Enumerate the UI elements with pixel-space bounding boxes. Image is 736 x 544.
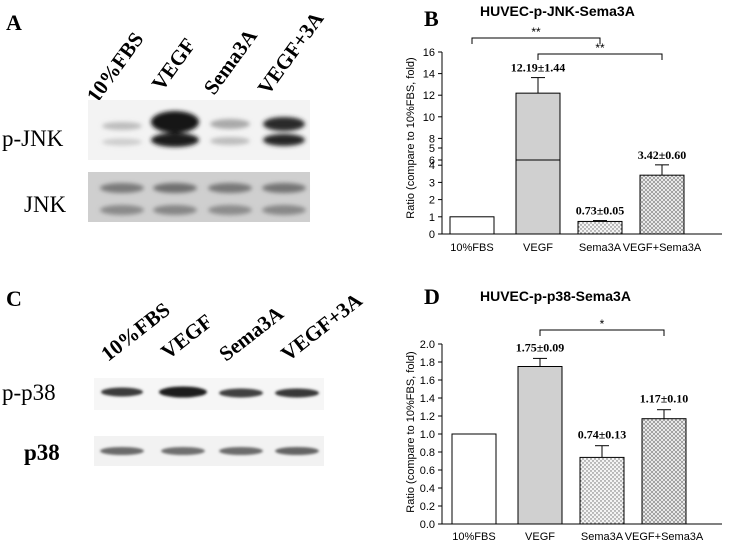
- y-tick-label: 0.6: [420, 465, 435, 477]
- panel-letter-d: D: [424, 284, 440, 309]
- data-label: 3.42±0.60: [638, 148, 687, 162]
- significance-label: **: [531, 25, 541, 39]
- y-tick-label: 1.8: [420, 357, 435, 369]
- bar: [579, 456, 625, 525]
- y-axis-label: Ratio (compare to 10%FBS, fold): [405, 351, 417, 512]
- chart-title: HUVEC-p-p38-Sema3A: [480, 288, 631, 304]
- lane-label-vegf-3a: VEGF+3A: [253, 7, 329, 99]
- y-axis-label: Ratio (compare to 10%FBS, fold): [405, 57, 417, 218]
- lane-label-vegf: VEGF: [147, 34, 201, 95]
- bar: [451, 433, 497, 525]
- y-tick-label: 12: [423, 90, 435, 102]
- data-label: 0.73±0.05: [576, 204, 625, 218]
- y-tick-label: 1.4: [420, 393, 435, 405]
- bar: [641, 418, 687, 525]
- chart-p-p38: D HUVEC-p-p38-Sema3A Ratio (compare to 1…: [405, 284, 722, 543]
- bar: [639, 174, 685, 235]
- y-tick-label: 1.6: [420, 375, 435, 387]
- bar: [517, 366, 563, 525]
- y-tick-label: 0.8: [420, 447, 435, 459]
- blot-strip-p-jnk: [88, 100, 310, 160]
- y-tick-label: 0.4: [420, 483, 435, 495]
- row-label-p-jnk: p-JNK: [2, 126, 64, 151]
- category-label: Sema3A: [581, 531, 624, 543]
- blot-bottom-lane-labels: 10%FBS VEGF Sema3A VEGF+3A: [96, 287, 367, 366]
- panel-a: A 10%FBS VEGF Sema3A VEGF+3A p-JNK JNK: [2, 7, 329, 222]
- data-label: 1.17±0.10: [640, 392, 689, 406]
- y-tick-label: 8: [429, 133, 435, 145]
- category-label: 10%FBS: [452, 531, 495, 543]
- y-tick-label: 0: [429, 229, 435, 241]
- row-label-p38: p38: [24, 440, 60, 465]
- category-label: 10%FBS: [450, 242, 493, 254]
- category-label: VEGF: [525, 531, 555, 543]
- category-label: VEGF+Sema3A: [625, 531, 704, 543]
- blot-strip-p-p38: [94, 378, 324, 410]
- panel-letter-c: C: [6, 286, 22, 311]
- blot-strip-p38: [94, 436, 324, 466]
- blot-top-lane-labels: 10%FBS VEGF Sema3A VEGF+3A: [82, 7, 329, 107]
- significance-label: **: [595, 41, 605, 55]
- lane-label-sema3a: Sema3A: [214, 301, 288, 366]
- significance-bracket: [537, 53, 663, 60]
- lane-label-10fbs: 10%FBS: [82, 28, 149, 107]
- y-tick-label: 2.0: [420, 339, 435, 351]
- y-tick-label: 0.0: [420, 519, 435, 531]
- y-tick-label: 14: [423, 69, 435, 81]
- y-tick-label: 3: [429, 177, 435, 189]
- bar: [449, 216, 495, 235]
- significance-bracket: [471, 37, 601, 44]
- data-label: 12.19±1.44: [511, 61, 566, 75]
- category-label: Sema3A: [579, 242, 622, 254]
- panel-c: C 10%FBS VEGF Sema3A VEGF+3A p-p38 p38: [2, 286, 367, 466]
- data-label: 1.75±0.09: [516, 340, 565, 354]
- y-tick-label: 5: [429, 143, 435, 155]
- lane-label-vegf-3a: VEGF+3A: [276, 287, 367, 366]
- y-tick-label: 16: [423, 47, 435, 59]
- data-label: 0.74±0.13: [578, 428, 627, 442]
- chart-p-jnk: B HUVEC-p-JNK-Sema3A Ratio (compare to 1…: [405, 3, 722, 254]
- bar: [577, 220, 623, 235]
- y-tick-label: 2: [429, 195, 435, 207]
- significance-label: *: [600, 317, 605, 331]
- bar-upper: [515, 92, 561, 161]
- significance-bracket: [539, 329, 665, 336]
- panel-letter-a: A: [6, 10, 22, 35]
- bar: [515, 147, 561, 235]
- category-label: VEGF+Sema3A: [623, 242, 702, 254]
- row-label-p-p38: p-p38: [2, 380, 56, 405]
- lane-label-10fbs: 10%FBS: [96, 297, 174, 365]
- blot-strip-jnk: [88, 172, 310, 222]
- panel-letter-b: B: [424, 6, 439, 31]
- row-label-jnk: JNK: [24, 192, 67, 217]
- y-tick-label: 1.0: [420, 429, 435, 441]
- y-tick-label: 1: [429, 212, 435, 224]
- chart-title: HUVEC-p-JNK-Sema3A: [480, 3, 635, 19]
- y-tick-label: 1.2: [420, 411, 435, 423]
- y-tick-label: 4: [429, 160, 435, 172]
- y-tick-label: 6: [429, 155, 435, 167]
- lane-label-sema3a: Sema3A: [199, 24, 263, 99]
- category-label: VEGF: [523, 242, 553, 254]
- y-tick-label: 0.2: [420, 501, 435, 513]
- y-tick-label: 10: [423, 112, 435, 124]
